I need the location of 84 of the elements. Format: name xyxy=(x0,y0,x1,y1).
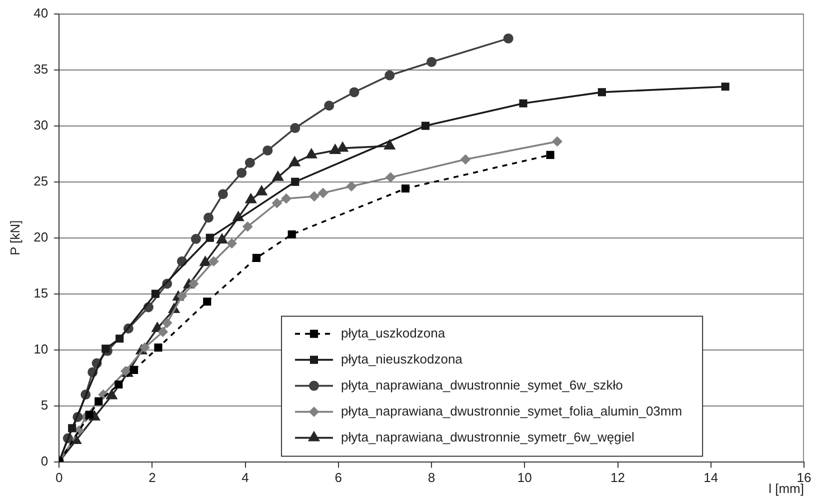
x-tick-label: 4 xyxy=(242,470,249,486)
point xyxy=(336,142,348,152)
point xyxy=(349,87,360,98)
point xyxy=(386,172,396,182)
point xyxy=(272,170,284,181)
point xyxy=(218,189,228,200)
point xyxy=(552,136,562,146)
y-tick-label: 40 xyxy=(34,5,48,20)
point xyxy=(226,238,237,248)
point xyxy=(154,344,162,352)
point xyxy=(291,178,300,186)
point xyxy=(106,389,118,400)
point xyxy=(421,122,430,130)
y-tick-label: 30 xyxy=(34,117,48,132)
x-tick-label: 6 xyxy=(334,470,342,486)
point xyxy=(236,168,247,178)
point xyxy=(85,410,94,419)
y-tick-label: 35 xyxy=(34,61,48,76)
point xyxy=(309,191,320,202)
point xyxy=(252,254,261,262)
x-tick-label: 10 xyxy=(517,470,532,486)
point xyxy=(384,70,395,80)
point xyxy=(130,366,138,374)
point xyxy=(598,88,606,96)
point xyxy=(384,139,396,150)
point xyxy=(290,123,300,134)
point xyxy=(242,222,253,232)
point xyxy=(262,145,273,156)
point xyxy=(426,56,437,67)
point xyxy=(244,158,255,168)
point xyxy=(208,256,219,266)
point xyxy=(324,100,334,111)
y-tick-label: 0 xyxy=(40,453,48,468)
point xyxy=(306,148,318,158)
x-axis-title: l [mm] xyxy=(768,480,804,496)
y-axis-title: P [kN] xyxy=(7,220,22,256)
point xyxy=(102,344,110,353)
point xyxy=(503,33,514,44)
point xyxy=(460,154,471,164)
point xyxy=(272,198,282,208)
point xyxy=(206,234,214,242)
point xyxy=(158,326,168,337)
point xyxy=(721,82,730,91)
legend-label: płyta_uszkodzona xyxy=(340,325,446,340)
y-tick-label: 10 xyxy=(34,341,48,356)
point xyxy=(151,290,160,298)
point xyxy=(200,256,211,266)
y-tick-label: 25 xyxy=(34,173,48,188)
point xyxy=(116,334,124,343)
point xyxy=(120,366,131,376)
point xyxy=(68,424,76,432)
point xyxy=(329,144,341,154)
legend-label: płyta_naprawiana_dwustronnie_symetr_6w_węgiel xyxy=(340,429,634,444)
point xyxy=(190,234,201,244)
point xyxy=(114,380,123,389)
point xyxy=(401,184,410,193)
point xyxy=(318,188,328,198)
point xyxy=(346,181,356,192)
legend-label: płyta_naprawiana_dwustronnie_symet_folia_alumin_03mm xyxy=(340,403,682,418)
point xyxy=(245,193,257,204)
point xyxy=(94,397,103,406)
x-tick-label: 2 xyxy=(148,470,156,486)
x-tick-label: 8 xyxy=(428,470,436,486)
point xyxy=(203,298,212,306)
point xyxy=(519,99,528,108)
point xyxy=(281,194,292,204)
point xyxy=(288,230,296,238)
point xyxy=(140,342,150,353)
point xyxy=(256,185,268,196)
y-tick-label: 5 xyxy=(40,397,48,412)
x-tick-label: 14 xyxy=(704,470,718,486)
point xyxy=(162,318,172,328)
point xyxy=(176,291,187,302)
y-tick-label: 20 xyxy=(34,229,48,244)
point xyxy=(546,150,554,159)
x-tick-label: 12 xyxy=(610,470,625,486)
legend-label: płyta_naprawiana_dwustronnie_symet_6w_szkło xyxy=(340,377,623,392)
point xyxy=(188,278,199,289)
point xyxy=(204,212,214,223)
point xyxy=(216,234,228,244)
legend-label: płyta_nieuszkodzona xyxy=(340,351,464,366)
point xyxy=(288,156,300,166)
x-tick-label: 0 xyxy=(55,470,63,486)
y-tick-label: 15 xyxy=(34,285,48,300)
